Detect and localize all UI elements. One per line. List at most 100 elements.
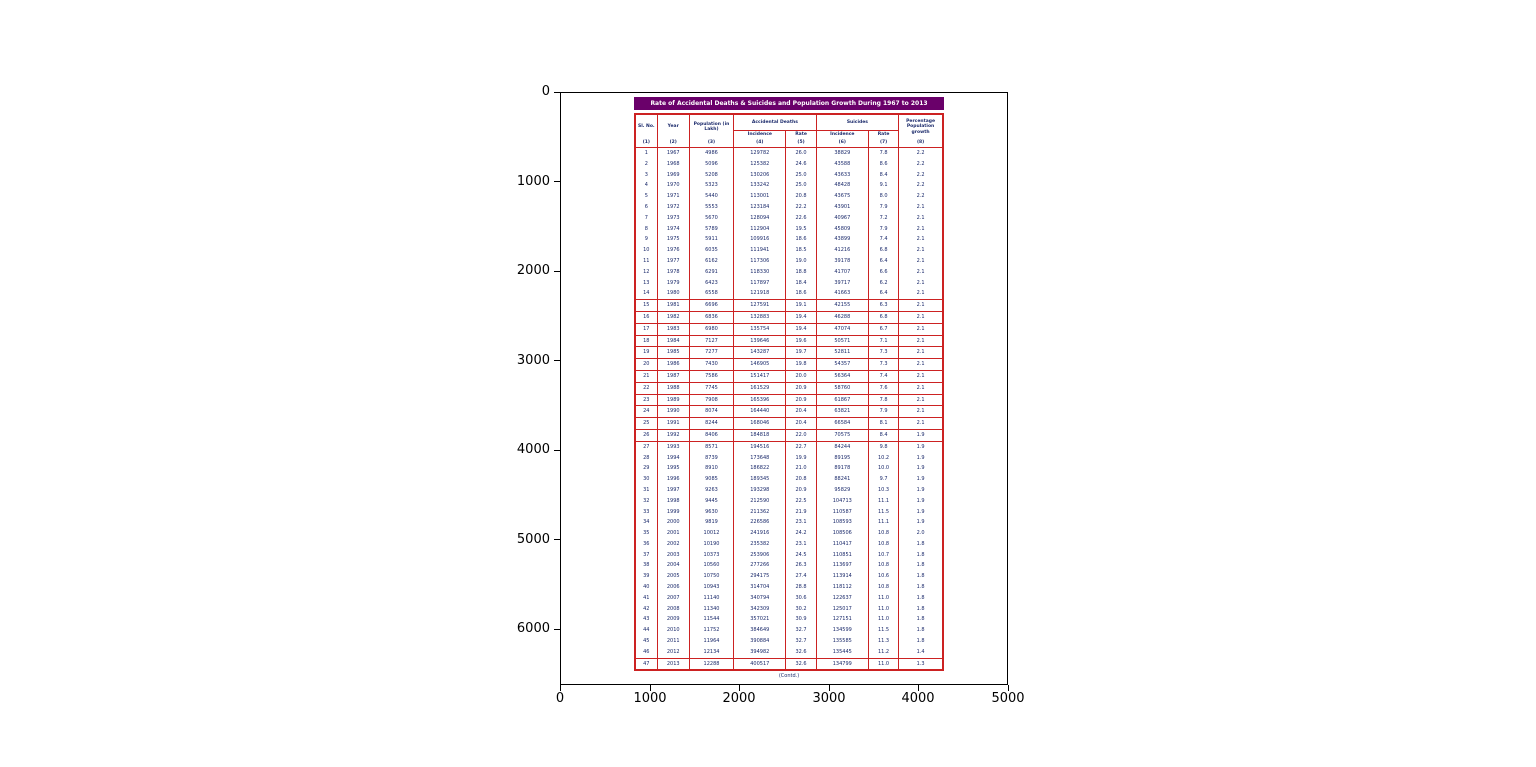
table-cell: 112904 xyxy=(733,223,787,235)
table-cell: 2013 xyxy=(656,657,690,671)
table-cell: 2.1 xyxy=(898,369,944,383)
table-cell: 43901 xyxy=(815,201,869,213)
table-cell: 19 xyxy=(634,346,658,360)
table-cell: 2005 xyxy=(656,571,690,583)
table-cell: 125017 xyxy=(815,603,869,615)
table-cell: 186822 xyxy=(733,463,787,475)
table-cell: 22.6 xyxy=(785,212,817,224)
table-cell: 41707 xyxy=(815,266,869,278)
table-cell: 7745 xyxy=(688,381,735,395)
table-cell: 8571 xyxy=(688,441,735,453)
table-cell: 189345 xyxy=(733,474,787,485)
table-cell: 6 xyxy=(634,201,658,213)
table-cell: 1981 xyxy=(656,299,690,312)
table-row: 36 2002 10190 235382 23.1 110417 10.8 1.8 xyxy=(634,538,944,550)
table-cell: 23.1 xyxy=(785,538,817,550)
table-cell: 2.1 xyxy=(898,346,944,360)
table-row: 34 2000 9819 226586 23.1 108593 11.1 1.9 xyxy=(634,517,944,529)
table-row: 25 1991 8244 168046 20.4 66584 8.1 2.1 xyxy=(634,417,944,430)
table-cell: 1984 xyxy=(656,334,690,348)
table-cell: 143287 xyxy=(733,346,787,360)
table-cell: 54357 xyxy=(815,358,869,371)
table-cell: 1995 xyxy=(656,463,690,475)
table-cell: 6696 xyxy=(688,299,735,312)
table-cell: 7.6 xyxy=(867,381,900,395)
table-header: Sl. No. Year Population (in Lakh) Accide… xyxy=(634,114,944,148)
table-cell: 42 xyxy=(634,603,658,615)
table-cell: 56364 xyxy=(815,369,869,383)
table-cell: 11.0 xyxy=(867,657,900,671)
table-cell: 6.8 xyxy=(867,310,900,324)
table-cell: 22.2 xyxy=(785,201,817,213)
table-cell: 1969 xyxy=(656,169,690,181)
table-cell: 2.1 xyxy=(898,405,944,419)
column-number: (3) xyxy=(688,139,735,148)
table-cell: 1.9 xyxy=(898,463,944,475)
table-cell: 24.6 xyxy=(785,158,817,170)
table-cell: 11.5 xyxy=(867,625,900,637)
table-cell: 2.1 xyxy=(898,299,944,312)
table-cell: 132883 xyxy=(733,310,787,324)
table-row: 2 1968 5096 125382 24.6 43588 8.6 2.2 xyxy=(634,158,944,170)
table-cell: 12 xyxy=(634,266,658,278)
table-cell: 37 xyxy=(634,549,658,561)
table-cell: 48428 xyxy=(815,180,869,192)
table-cell: 10.8 xyxy=(867,528,900,539)
table-cell: 9819 xyxy=(688,517,735,529)
table-cell: 122637 xyxy=(815,592,869,604)
table-cell: 1996 xyxy=(656,474,690,485)
table-cell: 235382 xyxy=(733,538,787,550)
table-cell: 7127 xyxy=(688,334,735,348)
table-cell: 1975 xyxy=(656,234,690,246)
table-row: 37 2003 10373 253906 24.5 110851 10.7 1.8 xyxy=(634,549,944,561)
table-row: 32 1998 9445 212590 22.5 104713 11.1 1.9 xyxy=(634,495,944,507)
table-cell: 8074 xyxy=(688,405,735,419)
y-tick-mark xyxy=(554,181,560,182)
table-cell: 30.2 xyxy=(785,603,817,615)
table-cell: 35 xyxy=(634,528,658,539)
table-cell: 128094 xyxy=(733,212,787,224)
table-cell: 7.3 xyxy=(867,358,900,371)
table-cell: 2.1 xyxy=(898,417,944,430)
table-image: Rate of Accidental Deaths & Suicides and… xyxy=(634,97,944,679)
table-cell: 226586 xyxy=(733,517,787,529)
table-cell: 390884 xyxy=(733,636,787,647)
table-cell: 11.0 xyxy=(867,592,900,604)
table-cell: 1.9 xyxy=(898,495,944,507)
table-cell: 19.9 xyxy=(785,452,817,464)
table-cell: 24.2 xyxy=(785,528,817,539)
table-cell: 1.8 xyxy=(898,582,944,593)
table-cell: 127151 xyxy=(815,614,869,626)
table-cell: 294175 xyxy=(733,571,787,583)
table-row: 8 1974 5789 112904 19.5 45809 7.9 2.1 xyxy=(634,223,944,235)
table-cell: 1.9 xyxy=(898,484,944,496)
table-cell: 58760 xyxy=(815,381,869,395)
table-row: 47 2013 12288 400517 32.6 134799 11.0 1.3 xyxy=(634,657,944,671)
table-cell: 193298 xyxy=(733,484,787,496)
table-row: 35 2001 10012 241916 24.2 108506 10.8 2.0 xyxy=(634,528,944,539)
table-cell: 110417 xyxy=(815,538,869,550)
table-row: 24 1990 8074 164440 20.4 63821 7.9 2.1 xyxy=(634,405,944,419)
table-row: 43 2009 11544 357021 30.9 127151 11.0 1.8 xyxy=(634,614,944,626)
table-cell: 1993 xyxy=(656,441,690,453)
table-cell: 40 xyxy=(634,582,658,593)
table-cell: 61867 xyxy=(815,393,869,407)
table-cell: 5440 xyxy=(688,191,735,202)
table-cell: 2.1 xyxy=(898,234,944,246)
table-cell: 27 xyxy=(634,441,658,453)
table-cell: 36 xyxy=(634,538,658,550)
table-cell: 2.1 xyxy=(898,266,944,278)
table-cell: 22.0 xyxy=(785,428,817,442)
table-row: 31 1997 9263 193298 20.9 95829 10.3 1.9 xyxy=(634,484,944,496)
table-cell: 25.0 xyxy=(785,180,817,192)
table-cell: 133242 xyxy=(733,180,787,192)
table-cell: 1.8 xyxy=(898,614,944,626)
table-cell: 125382 xyxy=(733,158,787,170)
table-cell: 1.9 xyxy=(898,474,944,485)
table-cell: 135585 xyxy=(815,636,869,647)
table-row: 12 1978 6291 118330 18.8 41707 6.6 2.1 xyxy=(634,266,944,278)
table-cell: 1990 xyxy=(656,405,690,419)
column-number: (7) xyxy=(867,139,900,148)
x-tick-mark xyxy=(1008,685,1009,691)
table-cell: 20.8 xyxy=(785,474,817,485)
